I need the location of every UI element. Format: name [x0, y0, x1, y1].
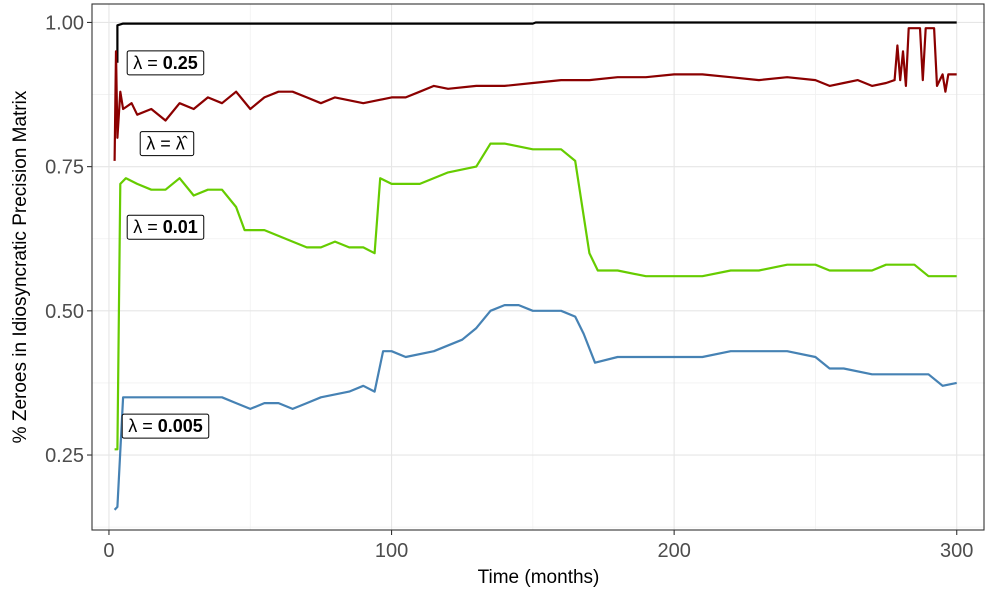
- x-axis-title: Time (months): [478, 567, 600, 588]
- label-box: [121, 413, 210, 439]
- label-value: 0.01: [163, 217, 198, 237]
- y-axis-title: % Zeroes in Idiosyncratic Precision Matr…: [10, 90, 31, 443]
- plot-panel-border: [91, 3, 985, 531]
- label-box: [126, 214, 205, 240]
- label-text: λ = 0.25: [133, 53, 198, 73]
- series-line-4: [113, 304, 957, 511]
- x-tick-label: 100: [375, 540, 408, 562]
- label-value: 0.005: [158, 416, 203, 436]
- x-axis: 0 100 200 300: [103, 530, 973, 562]
- lambda-label-1: λ = 0.25: [126, 50, 205, 76]
- label-prefix: λ =: [133, 53, 163, 73]
- lambda-label-4: λ = 0.005: [121, 413, 210, 439]
- series-line-1: [116, 21, 957, 63]
- series-line-2: [113, 27, 957, 161]
- series-lines: [113, 21, 957, 511]
- y-tick-label: 0.50: [45, 301, 84, 323]
- label-box: [139, 131, 195, 157]
- y-axis: 0.25 0.50 0.75 1.00: [45, 12, 92, 467]
- label-prefix: λ =: [146, 134, 176, 154]
- label-prefix: λ =: [128, 416, 158, 436]
- label-prefix: λ =: [133, 217, 163, 237]
- y-tick-label: 1.00: [45, 12, 84, 34]
- y-tick-label: 0.25: [45, 445, 84, 467]
- label-box: [126, 50, 205, 76]
- y-tick-label: 0.75: [45, 157, 84, 179]
- label-value: λ̂: [176, 134, 188, 154]
- label-value: 0.25: [163, 53, 198, 73]
- label-text: λ = 0.005: [128, 416, 203, 436]
- label-text: λ = 0.01: [133, 217, 198, 237]
- series-line-3: [114, 142, 957, 451]
- x-tick-label: 200: [657, 540, 690, 562]
- x-tick-label: 300: [940, 540, 973, 562]
- label-text: λ = λ̂: [146, 134, 188, 154]
- lambda-annotations: λ = 0.25λ = λ̂λ = 0.01λ = 0.005: [121, 50, 210, 439]
- lambda-label-2: λ = λ̂: [139, 131, 195, 157]
- lambda-label-3: λ = 0.01: [126, 214, 205, 240]
- x-tick-label: 0: [103, 540, 114, 562]
